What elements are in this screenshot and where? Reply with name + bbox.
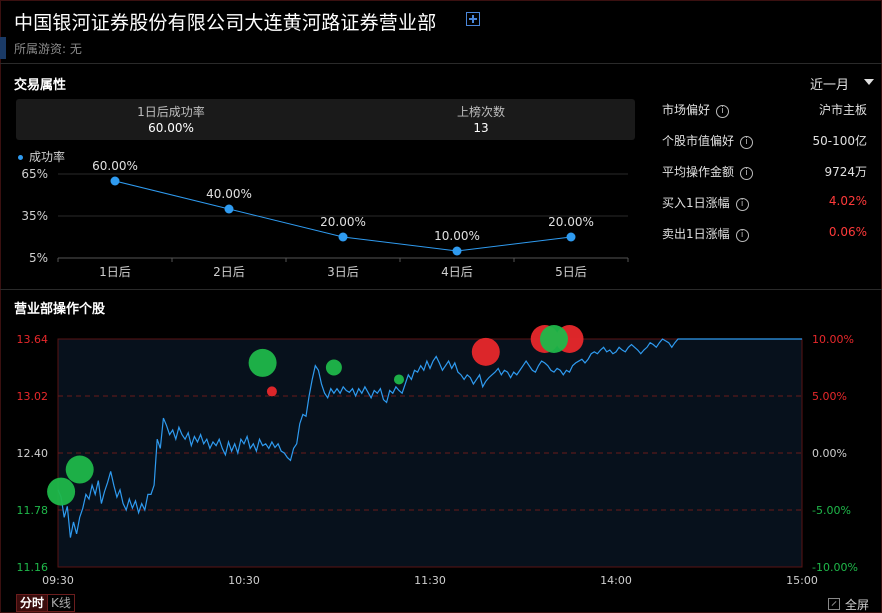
y-tick-label: 65%: [21, 167, 48, 181]
buy-marker: [394, 374, 404, 385]
right-panel-label-text: 平均操作金额: [662, 165, 735, 179]
right-panel-row: 卖出1日涨幅 i 0.06%: [662, 225, 867, 245]
x-tick-label: 15:00: [786, 574, 818, 587]
y-tick-label: 5%: [29, 251, 48, 265]
buy-marker: [248, 348, 277, 377]
y-tick-label-right: -5.00%: [812, 504, 851, 517]
x-tick-label: 4日后: [441, 265, 473, 279]
page-subtitle: 所属游资: 无: [14, 42, 82, 56]
x-tick-label: 09:30: [42, 574, 74, 587]
x-tick-label: 3日后: [327, 265, 359, 279]
info-icon[interactable]: i: [716, 105, 730, 118]
x-tick-label: 1日后: [99, 265, 131, 279]
tab-intraday[interactable]: 分时: [16, 594, 49, 612]
page-title: 中国银河证券股份有限公司大连黄河路证券营业部: [14, 12, 437, 34]
info-icon[interactable]: i: [740, 136, 754, 149]
legend-dot-icon: [18, 155, 23, 160]
data-point: [110, 176, 120, 186]
x-tick-label: 11:30: [414, 574, 446, 587]
right-panel-value: 0.06%: [828, 225, 867, 239]
caret-down-icon[interactable]: [864, 79, 874, 85]
success-rate-chart: 65% 35% 5% 60.00% 1日后 40.00% 2日后 20.00% 3日后 10.00…: [21, 159, 629, 279]
y-tick-label-right: 0.00%: [812, 447, 847, 460]
divider: [0, 289, 882, 290]
chart-legend: 成功率: [18, 148, 65, 165]
x-tick-label: 5日后: [555, 265, 587, 279]
right-panel-label-text: 卖出1日涨幅: [662, 227, 730, 241]
data-point: [452, 246, 462, 256]
right-panel-label: 买入1日涨幅 i: [662, 194, 749, 211]
y-tick-label: 13.64: [17, 333, 49, 346]
right-panel-label: 市场偏好 i: [662, 101, 730, 118]
y-tick-label-right: 5.00%: [812, 390, 847, 403]
right-panel-label-text: 买入1日涨幅: [662, 196, 730, 210]
buy-marker: [65, 455, 94, 484]
right-panel-label: 卖出1日涨幅 i: [662, 225, 749, 242]
x-tick-label: 10:30: [228, 574, 260, 587]
info-icon[interactable]: i: [735, 229, 749, 242]
data-point: [224, 204, 234, 214]
price-line: [57, 338, 802, 538]
stat-label: 1日后成功率: [137, 105, 205, 119]
right-panel-label-text: 个股市值偏好: [662, 134, 735, 148]
data-label: 20.00%: [548, 215, 594, 229]
info-icon[interactable]: i: [735, 198, 749, 211]
add-icon[interactable]: [466, 12, 480, 26]
buy-marker: [540, 325, 568, 353]
y-tick-label: 13.02: [17, 390, 49, 403]
data-label: 20.00%: [320, 215, 366, 229]
right-panel-row: 平均操作金额 i 9724万: [662, 163, 867, 183]
y-tick-label-right: 10.00%: [812, 333, 854, 346]
y-tick-label: 11.16: [17, 561, 49, 574]
side-tab-indicator: [0, 37, 6, 59]
y-tick-label: 35%: [21, 209, 48, 223]
sell-marker: [266, 386, 277, 397]
divider: [0, 63, 882, 64]
trade-section-title: 交易属性: [14, 78, 67, 93]
legend-label: 成功率: [29, 150, 66, 164]
data-label: 10.00%: [434, 229, 480, 243]
x-tick-label: 14:00: [600, 574, 632, 587]
chart-tabs: 分时 K线: [16, 594, 75, 612]
right-panel-label: 平均操作金额 i: [662, 163, 754, 180]
stat-value: 13: [473, 121, 489, 135]
right-panel-value: 沪市主板: [818, 103, 867, 117]
y-tick-label: 11.78: [17, 504, 49, 517]
x-tick-label: 2日后: [213, 265, 245, 279]
right-panel-value: 9724万: [824, 165, 867, 179]
sell-marker: [471, 337, 500, 366]
stat-label: 上榜次数: [456, 105, 505, 119]
data-label: 40.00%: [206, 187, 252, 201]
tab-kline[interactable]: K线: [47, 594, 75, 612]
period-select[interactable]: 近一月: [810, 78, 850, 93]
buy-marker: [47, 477, 76, 506]
stocks-section-title: 营业部操作个股: [14, 302, 106, 317]
stat-box: 1日后成功率 60.00% 上榜次数 13: [16, 99, 635, 140]
right-panel-row: 个股市值偏好 i 50-100亿: [662, 132, 867, 152]
fullscreen-label: 全屏: [845, 598, 870, 612]
data-point: [338, 232, 348, 242]
fullscreen-icon: [828, 598, 840, 610]
right-panel-row: 市场偏好 i 沪市主板: [662, 101, 867, 121]
right-panel-row: 买入1日涨幅 i 4.02%: [662, 194, 867, 214]
right-panel-label: 个股市值偏好 i: [662, 132, 754, 149]
stat-rank-count: 上榜次数 13: [326, 99, 636, 140]
right-panel-label-text: 市场偏好: [662, 103, 711, 117]
fullscreen-button[interactable]: 全屏: [828, 596, 869, 613]
y-tick-label-right: -10.00%: [812, 561, 858, 574]
stat-value: 60.00%: [148, 121, 194, 135]
intraday-chart[interactable]: 13.64 13.02 12.40 11.78 11.16 10.00% 5.00% 0.00…: [0, 325, 882, 593]
data-label: 60.00%: [92, 159, 138, 173]
stat-success-rate: 1日后成功率 60.00%: [16, 99, 326, 140]
y-tick-label: 12.40: [17, 447, 49, 460]
right-panel-value: 4.02%: [828, 194, 867, 208]
data-point: [566, 232, 576, 242]
buy-marker: [325, 359, 342, 376]
info-icon[interactable]: i: [740, 167, 754, 180]
right-panel-value: 50-100亿: [812, 134, 867, 148]
